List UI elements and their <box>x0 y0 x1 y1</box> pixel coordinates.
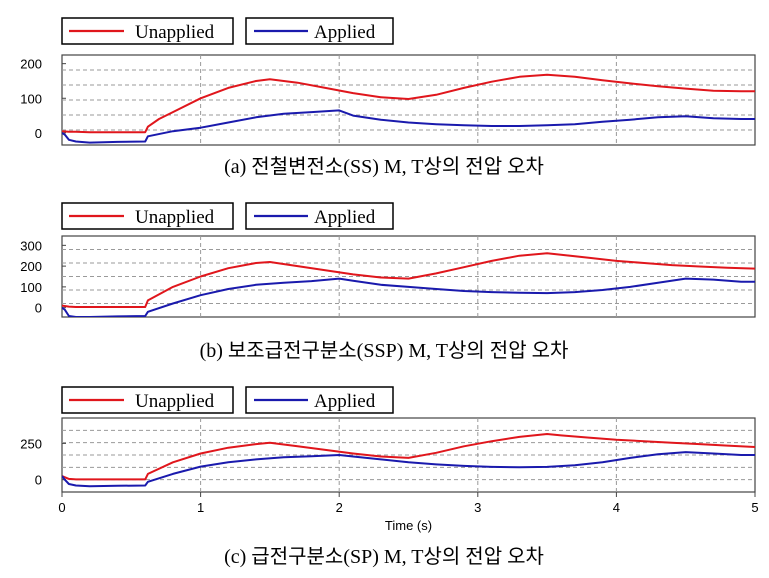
y-tick-label: 300 <box>20 238 42 253</box>
legend-label: Unapplied <box>135 391 215 412</box>
x-tick-label: 3 <box>474 500 481 515</box>
chart-b: Unapplied Applied 0 100 200 300 (b) 보조급전구분소(SS… <box>20 202 756 362</box>
series-line-applied <box>62 109 755 144</box>
legend-label: Applied <box>314 391 376 412</box>
legend: Unapplied Applied <box>61 202 394 230</box>
x-tick-label: 2 <box>336 500 343 515</box>
y-tick-label: 100 <box>20 91 42 106</box>
y-tick-label: 0 <box>35 301 42 316</box>
series-line-applied <box>62 277 755 317</box>
y-tick-label: 200 <box>20 57 42 72</box>
series-line-unapplied <box>62 252 755 308</box>
legend: Unapplied Applied <box>61 17 394 45</box>
chart-a: Unapplied Applied 0 100 200 (a) 전철변전소(SS) M, … <box>20 17 756 178</box>
chart-c: Unapplied Applied 0 250 0 1 2 3 4 5 Time (s) (c) 급전… <box>20 386 759 568</box>
y-tick-label: 250 <box>20 436 42 451</box>
chart-caption: (b) 보조급전구분소(SSP) M, T상의 전압 오차 <box>200 339 569 362</box>
y-tick-label: 200 <box>20 259 42 274</box>
legend: Unapplied Applied <box>61 386 394 414</box>
series-line-applied <box>62 451 755 488</box>
series-line-unapplied <box>62 73 755 134</box>
y-tick-label: 100 <box>20 280 42 295</box>
x-tick-label: 4 <box>613 500 620 515</box>
x-tick-label: 1 <box>197 500 204 515</box>
legend-label: Applied <box>314 207 376 228</box>
chart-caption: (c) 급전구분소(SP) M, T상의 전압 오차 <box>224 545 544 568</box>
x-tick-label: 5 <box>751 500 758 515</box>
y-tick-label: 0 <box>35 473 42 488</box>
series-line-unapplied <box>62 433 755 481</box>
legend-label: Applied <box>314 22 376 43</box>
x-tick-label: 0 <box>58 500 65 515</box>
y-tick-label: 0 <box>35 126 42 141</box>
legend-label: Unapplied <box>135 207 215 228</box>
x-axis-label: Time (s) <box>385 518 432 533</box>
chart-caption: (a) 전철변전소(SS) M, T상의 전압 오차 <box>224 155 544 178</box>
grid <box>62 418 755 492</box>
legend-label: Unapplied <box>135 22 215 43</box>
